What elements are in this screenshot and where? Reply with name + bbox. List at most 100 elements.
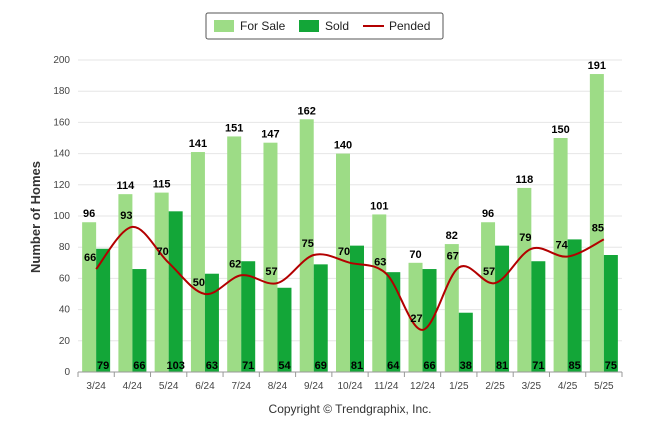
label-for-sale: 151 <box>225 122 243 134</box>
label-pended: 57 <box>483 266 495 278</box>
label-pended: 75 <box>302 238 314 250</box>
y-tick-label: 180 <box>53 86 70 97</box>
bar-sold <box>386 272 401 372</box>
label-for-sale: 82 <box>446 230 458 242</box>
legend-box <box>205 12 444 40</box>
label-for-sale: 162 <box>298 105 316 117</box>
legend-label-pended[interactable]: Pended <box>389 19 430 33</box>
bar-for-sale <box>336 153 350 372</box>
bar-for-sale <box>372 214 387 372</box>
label-for-sale: 141 <box>189 138 207 150</box>
bar-sold <box>603 255 618 372</box>
x-tick-label: 4/24 <box>123 381 143 392</box>
label-sold: 103 <box>166 360 184 372</box>
y-tick-label: 60 <box>59 273 71 284</box>
label-for-sale: 147 <box>261 129 279 141</box>
bar-sold <box>422 269 437 372</box>
label-pended: 79 <box>519 232 531 244</box>
bar-sold <box>495 245 510 372</box>
x-tick-label: 12/24 <box>410 381 435 392</box>
label-for-sale: 140 <box>334 140 352 152</box>
label-sold: 66 <box>423 360 435 372</box>
bar-sold <box>241 261 256 372</box>
label-sold: 64 <box>387 360 400 372</box>
bar-sold <box>350 245 364 372</box>
bar-for-sale <box>190 152 205 372</box>
label-sold: 75 <box>605 360 617 372</box>
label-pended: 74 <box>555 240 568 252</box>
label-sold: 85 <box>568 360 580 372</box>
label-for-sale: 96 <box>482 208 494 220</box>
x-tick-label: 9/24 <box>304 381 324 392</box>
label-for-sale: 114 <box>117 180 136 192</box>
label-for-sale: 150 <box>551 124 569 136</box>
copyright-text: Copyright © Trendgraphix, Inc. <box>269 402 432 416</box>
bar-for-sale <box>82 222 97 372</box>
x-tick-label: 5/25 <box>594 381 614 392</box>
label-sold: 71 <box>242 360 254 372</box>
label-pended: 50 <box>193 277 205 289</box>
label-sold: 69 <box>315 360 327 372</box>
x-tick-label: 3/25 <box>522 381 542 392</box>
bar-for-sale <box>118 194 133 372</box>
label-sold: 38 <box>460 360 472 372</box>
bar-sold <box>313 264 328 372</box>
label-for-sale: 191 <box>588 60 606 72</box>
bar-for-sale <box>154 192 169 372</box>
bar-for-sale <box>408 262 423 372</box>
y-tick-label: 160 <box>53 117 70 128</box>
label-sold: 71 <box>532 360 544 372</box>
x-tick-label: 2/25 <box>485 381 505 392</box>
bar-for-sale <box>589 74 604 372</box>
x-tick-label: 5/24 <box>159 381 179 392</box>
x-tick-label: 1/25 <box>449 381 469 392</box>
label-pended: 70 <box>157 246 169 258</box>
label-for-sale: 96 <box>83 208 95 220</box>
legend-swatch-sold[interactable] <box>299 20 319 32</box>
pended-line <box>95 225 605 331</box>
bar-for-sale <box>299 119 314 372</box>
bar-for-sale <box>227 136 242 372</box>
label-pended: 93 <box>120 210 132 222</box>
y-axis-label: Number of Homes <box>28 161 43 273</box>
data-labels: 96 79 114 66 115 103 141 63 151 71 147 54 162 69 140 81… <box>83 60 617 372</box>
x-tick-label: 7/24 <box>231 381 251 392</box>
x-tick-label: 3/24 <box>86 381 106 392</box>
label-pended: 62 <box>229 258 241 270</box>
y-tick-label: 40 <box>59 305 71 316</box>
bars <box>82 74 618 372</box>
x-axis: 3/24 4/24 5/24 6/24 7/24 8/24 9/24 10/24 11/24 12… <box>77 371 623 392</box>
label-pended: 70 <box>338 246 350 258</box>
y-tick-label: 0 <box>64 367 70 378</box>
legend-swatch-for-sale[interactable] <box>214 20 234 32</box>
label-pended: 57 <box>265 266 277 278</box>
label-pended: 27 <box>410 313 422 325</box>
label-pended: 67 <box>447 250 459 262</box>
bar-sold <box>204 273 219 372</box>
label-for-sale: 115 <box>153 179 171 191</box>
pended-line-path <box>95 225 605 331</box>
label-pended: 66 <box>84 252 96 264</box>
x-tick-label: 10/24 <box>337 381 362 392</box>
bar-for-sale <box>444 244 459 372</box>
x-tick-label: 8/24 <box>268 381 288 392</box>
legend-label-sold[interactable]: Sold <box>325 19 349 33</box>
y-axis: 0 20 40 60 80 100 120 140 160 180 200 <box>53 55 70 378</box>
bar-sold <box>168 211 183 372</box>
x-tick-label: 4/25 <box>558 381 578 392</box>
y-tick-label: 140 <box>53 149 70 160</box>
bar-sold <box>531 261 546 372</box>
bar-sold <box>277 287 292 372</box>
label-for-sale: 70 <box>409 249 421 261</box>
label-sold: 54 <box>278 360 291 372</box>
bar-for-sale <box>263 142 278 372</box>
bar-for-sale <box>517 187 532 372</box>
label-for-sale: 101 <box>370 200 388 212</box>
legend-label-for-sale[interactable]: For Sale <box>240 19 286 33</box>
label-sold: 81 <box>351 360 363 372</box>
bar-sold <box>458 312 473 372</box>
y-tick-label: 80 <box>59 242 71 253</box>
x-tick-label: 6/24 <box>195 381 215 392</box>
y-tick-label: 100 <box>53 211 70 222</box>
